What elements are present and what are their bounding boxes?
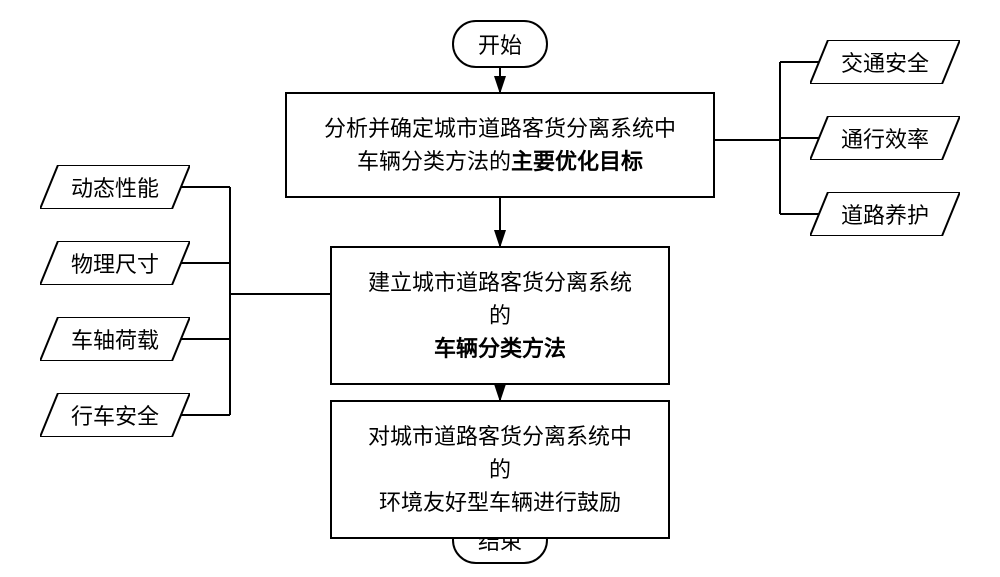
step3-line2: 环境友好型车辆进行鼓励 [379, 490, 621, 515]
step2-line1: 建立城市道路客货分离系统的 [368, 270, 632, 328]
right-node-label-2: 道路养护 [810, 192, 960, 236]
left-node-3: 行车安全 [40, 393, 190, 437]
left-node-2: 车轴荷载 [40, 317, 190, 361]
process-step2: 建立城市道路客货分离系统的 车辆分类方法 [330, 246, 670, 385]
terminal-start-label: 开始 [478, 33, 522, 58]
process-step1: 分析并确定城市道路客货分离系统中 车辆分类方法的主要优化目标 [285, 92, 715, 198]
flowchart-canvas: 开始 结束 分析并确定城市道路客货分离系统中 车辆分类方法的主要优化目标 建立城… [0, 0, 1000, 577]
right-node-0: 交通安全 [810, 40, 960, 84]
step1-line2-pre: 车辆分类方法的 [357, 149, 511, 174]
right-node-label-1: 通行效率 [810, 116, 960, 160]
left-node-label-3: 行车安全 [40, 393, 190, 437]
left-node-label-0: 动态性能 [40, 165, 190, 209]
step1-line2-bold: 主要优化目标 [511, 149, 643, 174]
left-node-0: 动态性能 [40, 165, 190, 209]
terminal-start: 开始 [452, 20, 548, 68]
step2-line2-bold: 车辆分类方法 [434, 336, 566, 361]
left-node-label-2: 车轴荷载 [40, 317, 190, 361]
right-node-label-0: 交通安全 [810, 40, 960, 84]
process-step3: 对城市道路客货分离系统中的 环境友好型车辆进行鼓励 [330, 400, 670, 539]
left-node-label-1: 物理尺寸 [40, 241, 190, 285]
step3-line1: 对城市道路客货分离系统中的 [368, 424, 632, 482]
right-node-2: 道路养护 [810, 192, 960, 236]
left-node-1: 物理尺寸 [40, 241, 190, 285]
right-node-1: 通行效率 [810, 116, 960, 160]
step1-line1: 分析并确定城市道路客货分离系统中 [324, 116, 676, 141]
